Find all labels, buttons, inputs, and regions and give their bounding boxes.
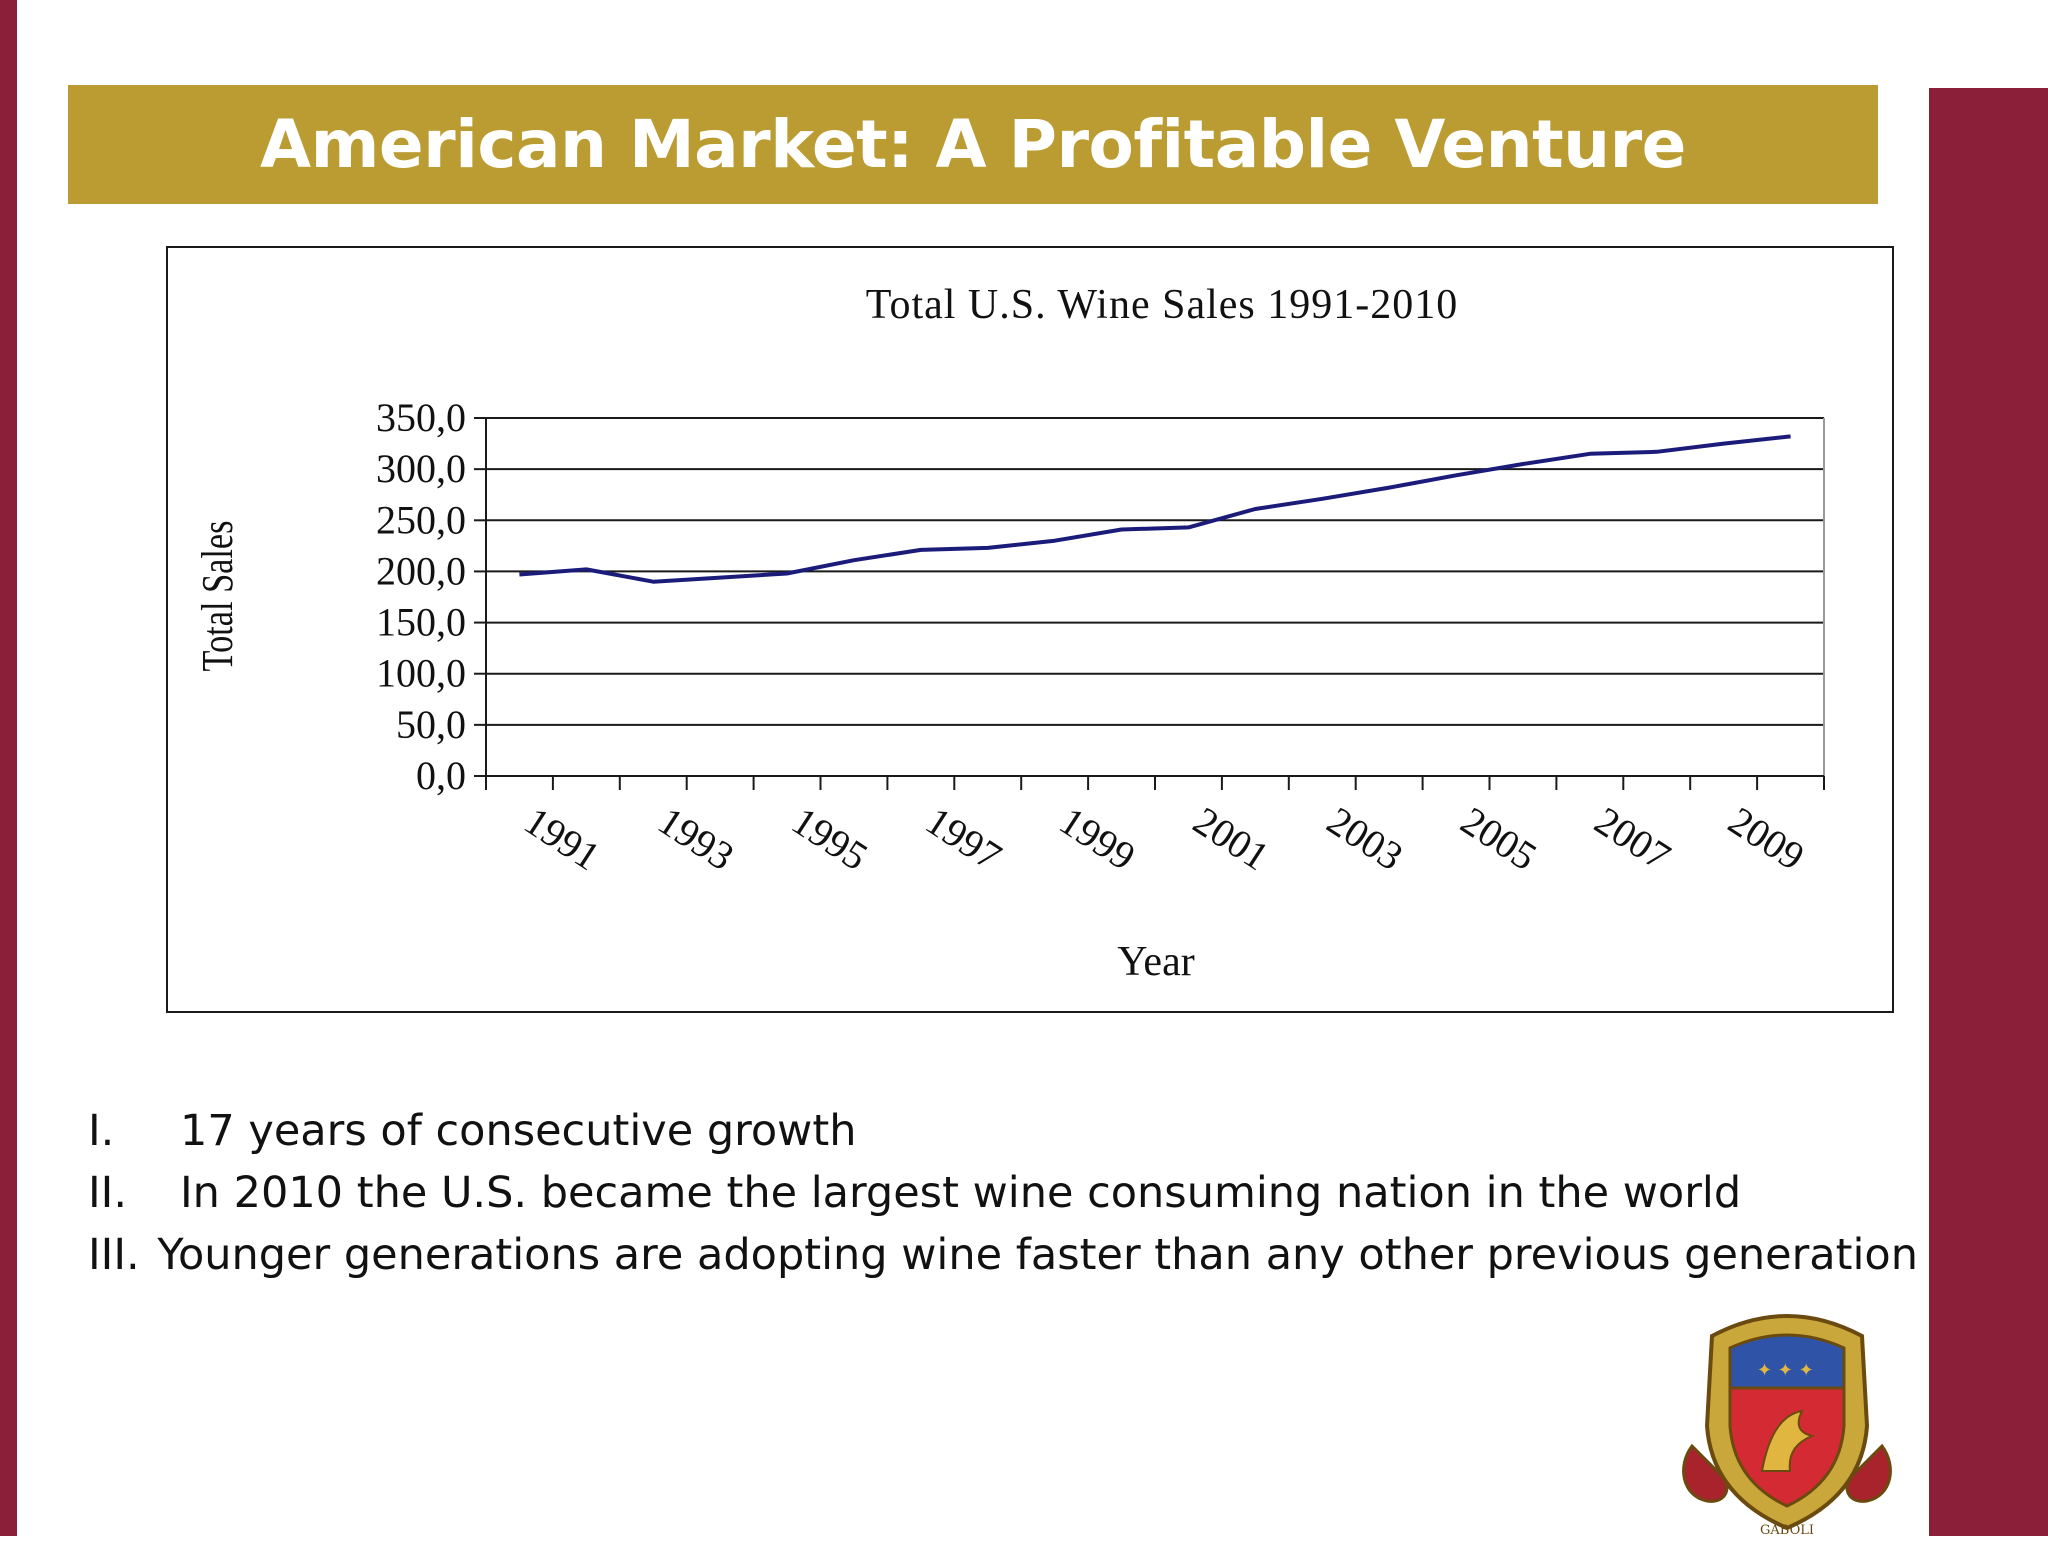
x-tick-label: 2005 (1453, 798, 1545, 879)
y-tick-label: 150,0 (376, 600, 466, 645)
series-line (519, 434, 1791, 584)
y-tick-label: 250,0 (376, 497, 466, 542)
bullet-item: III. Younger generations are adopting wi… (88, 1224, 1918, 1286)
crest-label: GABOLI (1760, 1523, 1814, 1536)
x-tick-label: 1997 (918, 798, 1010, 879)
chart-frame: Total U.S. Wine Sales 1991-2010 0,0 50,0 1… (166, 246, 1894, 1013)
slide-title: American Market: A Profitable Venture (260, 106, 1686, 183)
y-tick-label: 50,0 (396, 702, 466, 747)
title-bar: American Market: A Profitable Venture (68, 85, 1878, 204)
x-tick-label: 1995 (784, 798, 876, 879)
chart-title: Total U.S. Wine Sales 1991-2010 (866, 282, 1459, 328)
y-tick-label: 200,0 (376, 548, 466, 593)
bullet-text: In 2010 the U.S. became the largest wine… (180, 1168, 1742, 1218)
y-tick-label: 100,0 (376, 651, 466, 696)
y-tick-label: 350,0 (376, 395, 466, 440)
bullet-number: III. (88, 1230, 140, 1280)
bullet-number: II. (88, 1168, 128, 1218)
x-tick-label: 2003 (1319, 798, 1411, 879)
bullet-text: Younger generations are adopting wine fa… (157, 1230, 1918, 1280)
x-axis-label: Year (1117, 939, 1194, 985)
y-tick-label: 300,0 (376, 446, 466, 491)
heraldic-crest-icon: ✦ ✦ ✦ GABOLI (1672, 1296, 1902, 1538)
y-tick-label: 0,0 (416, 753, 466, 798)
left-accent-stripe (0, 0, 17, 1536)
bullet-number: I. (88, 1106, 115, 1156)
bullet-list: I. 17 years of consecutive growth II. In… (88, 1100, 1918, 1286)
svg-text:✦ ✦ ✦: ✦ ✦ ✦ (1757, 1360, 1814, 1381)
line-chart: Total U.S. Wine Sales 1991-2010 0,0 50,0 1… (193, 282, 1825, 985)
x-tick-label: 2007 (1587, 798, 1679, 879)
x-tick-label: 1991 (517, 798, 609, 879)
x-tick-label: 1999 (1052, 798, 1144, 879)
x-tick-label: 2009 (1721, 798, 1813, 879)
bullet-text: 17 years of consecutive growth (180, 1106, 857, 1156)
y-axis-label: Total Sales (193, 521, 242, 672)
bullet-item: I. 17 years of consecutive growth (88, 1100, 1918, 1162)
x-tick-label: 2001 (1186, 798, 1278, 879)
bullet-item: II. In 2010 the U.S. became the largest … (88, 1162, 1918, 1224)
right-accent-bar (1929, 88, 2048, 1536)
x-tick-label: 1993 (650, 798, 742, 879)
